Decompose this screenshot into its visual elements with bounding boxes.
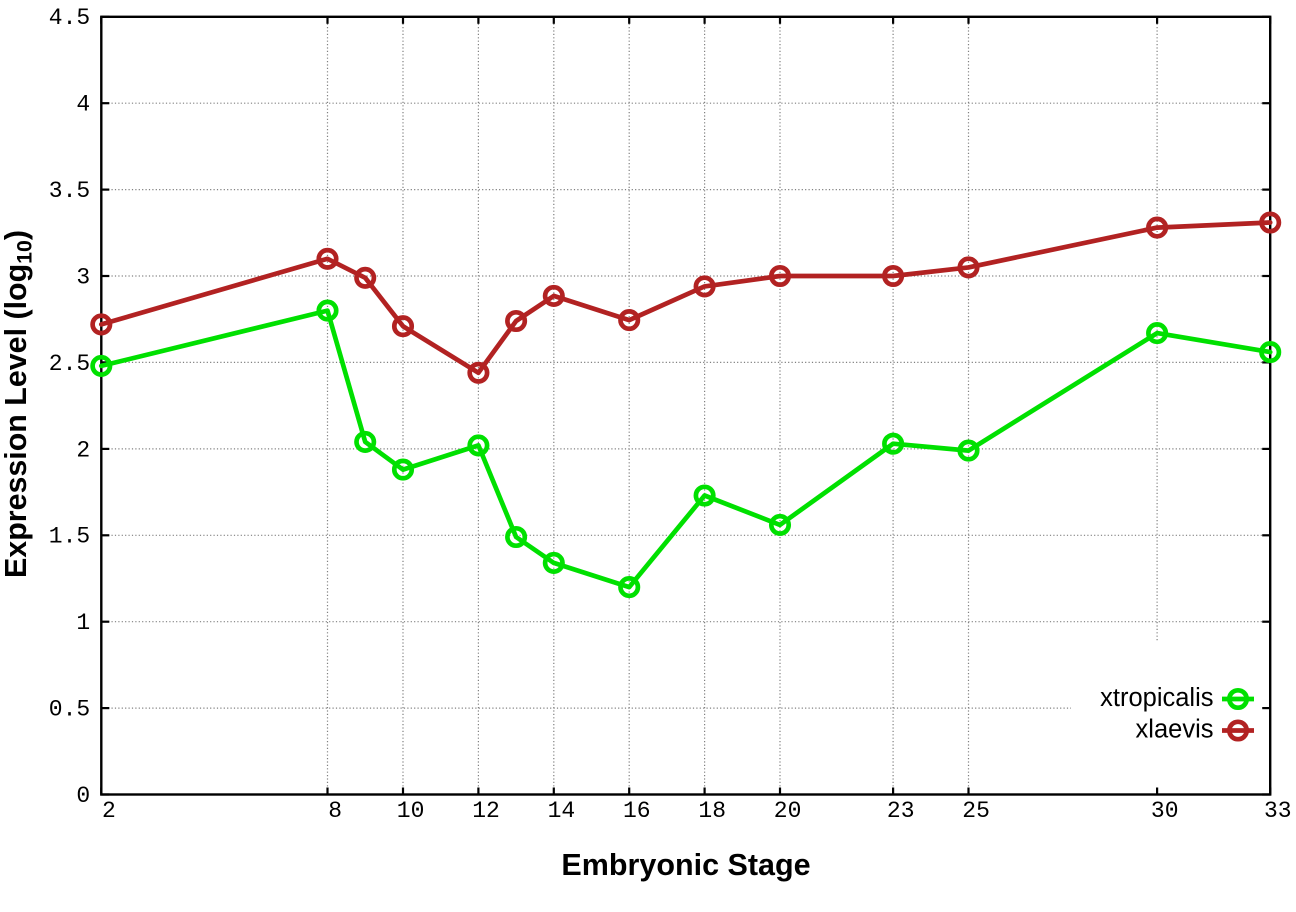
svg-text:2.5: 2.5 — [49, 351, 90, 377]
svg-text:30: 30 — [1151, 798, 1179, 824]
svg-text:1: 1 — [76, 610, 90, 636]
svg-text:12: 12 — [472, 798, 500, 824]
svg-text:Embryonic Stage: Embryonic Stage — [561, 848, 810, 882]
svg-text:16: 16 — [623, 798, 651, 824]
svg-text:23: 23 — [887, 798, 915, 824]
svg-text:1.5: 1.5 — [49, 524, 90, 550]
svg-text:xtropicalis: xtropicalis — [1100, 684, 1213, 712]
svg-text:20: 20 — [774, 798, 802, 824]
svg-text:2: 2 — [102, 798, 116, 824]
svg-text:25: 25 — [962, 798, 990, 824]
svg-text:2: 2 — [76, 437, 90, 463]
svg-text:0.5: 0.5 — [49, 697, 90, 723]
svg-text:4.5: 4.5 — [49, 5, 90, 31]
svg-text:33: 33 — [1264, 798, 1292, 824]
svg-text:3: 3 — [76, 264, 90, 290]
svg-text:4: 4 — [76, 92, 90, 118]
svg-text:18: 18 — [698, 798, 726, 824]
svg-text:Expression Level (log10): Expression Level (log10) — [0, 230, 36, 578]
svg-text:8: 8 — [328, 798, 342, 824]
svg-text:xlaevis: xlaevis — [1136, 716, 1214, 744]
svg-text:10: 10 — [397, 798, 425, 824]
svg-text:0: 0 — [76, 783, 90, 809]
svg-text:3.5: 3.5 — [49, 178, 90, 204]
svg-text:14: 14 — [548, 798, 576, 824]
